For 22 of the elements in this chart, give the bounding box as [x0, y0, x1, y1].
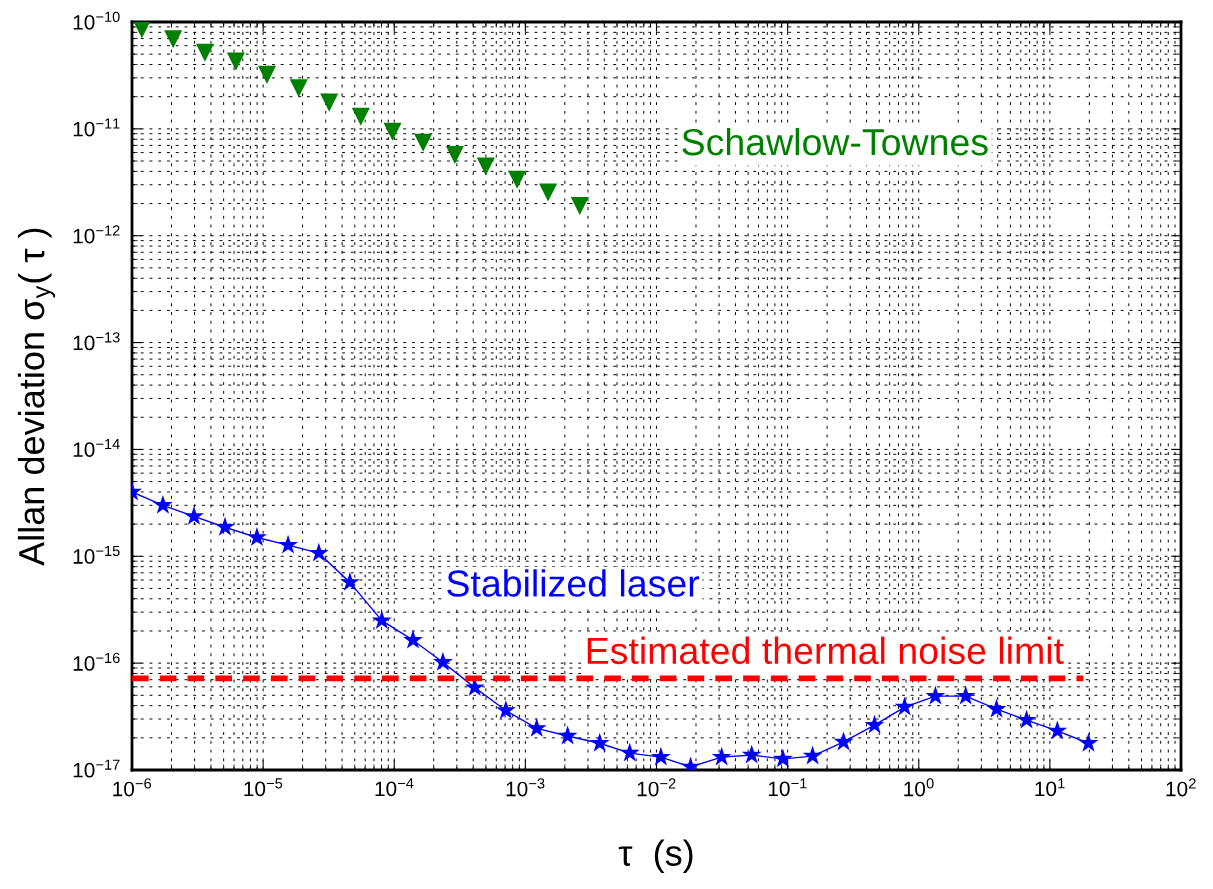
x-axis-title: τ (s)	[618, 839, 693, 874]
y-axis-title: Allan deviation σ$_{y}$( τ )	[17, 228, 56, 566]
y-tick-label: 10$^{−17}$	[73, 759, 120, 778]
y-tick-label: 10$^{−16}$	[73, 652, 120, 671]
y-tick-label: 10$^{−14}$	[73, 439, 120, 457]
series-label: Estimated thermal noise limit	[587, 636, 1064, 665]
x-tick-label: 10$^{−6}$	[113, 778, 152, 797]
y-tick-label: 10$^{−10}$	[73, 11, 120, 30]
x-tick-label: 10$^{−3}$	[506, 778, 545, 797]
y-tick-label: 10$^{−15}$	[73, 545, 120, 564]
y-tick-label: 10$^{−12}$	[73, 225, 120, 244]
series-label: Stabilized laser	[447, 569, 700, 597]
x-tick-label: 10$^{−1}$	[768, 778, 807, 797]
y-tick-label: 10$^{−11}$	[73, 118, 120, 137]
x-tick-label: 10$^{−5}$	[244, 778, 283, 797]
x-tick-label: 10$^{2}$	[1166, 778, 1196, 797]
x-tick-label: 10$^{−4}$	[375, 778, 414, 797]
text: Schawlow-Townes	[682, 127, 988, 156]
x-tick-label: 10$^{0}$	[904, 778, 934, 797]
x-tick-label: 10$^{1}$	[1035, 778, 1065, 797]
y-tick-label: 10$^{−13}$	[73, 332, 120, 351]
x-tick-label: 10$^{−2}$	[637, 778, 676, 797]
